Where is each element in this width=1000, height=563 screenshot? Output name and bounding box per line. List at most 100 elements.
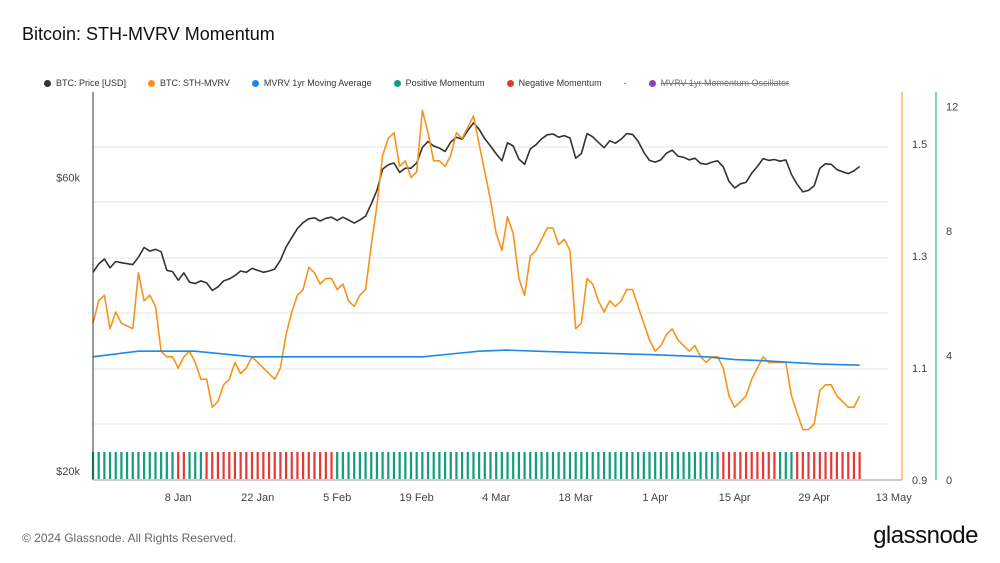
- positive-momentum-bar: [642, 452, 645, 479]
- legend-item-sth-mvrv[interactable]: BTC: STH-MVRV: [148, 78, 230, 88]
- positive-momentum-bar: [574, 452, 577, 479]
- positive-momentum-bar: [432, 452, 435, 479]
- x-tick-label: 4 Mar: [482, 492, 510, 504]
- negative-momentum-bar: [756, 452, 759, 479]
- positive-momentum-bar: [580, 452, 583, 479]
- positive-momentum-bar: [171, 452, 174, 479]
- oscillator-tick-label: 12: [946, 102, 958, 114]
- chart-axes: $20k $60k 0.9 1.1 1.3 1.5 0 4 8 12 8 Jan 22 Jan 5 Fe…: [56, 92, 958, 504]
- legend-dot-sth-mvrv: [148, 79, 156, 87]
- positive-momentum-bar: [517, 452, 520, 479]
- legend-label-moving-average: MVRV 1yr Moving Average: [263, 78, 372, 88]
- positive-momentum-bar: [125, 452, 129, 479]
- positive-momentum-bar: [483, 452, 486, 479]
- positive-momentum-bar: [114, 452, 117, 479]
- positive-momentum-bar: [97, 452, 100, 479]
- oscillator-tick-label: 0: [946, 475, 952, 487]
- negative-momentum-bar: [801, 452, 804, 479]
- positive-momentum-bar: [557, 452, 560, 479]
- legend-label-price: BTC: Price [USD]: [56, 78, 127, 88]
- grid-lines: [93, 146, 888, 425]
- negative-momentum-bar: [313, 452, 316, 479]
- momentum-bars: [91, 452, 861, 479]
- positive-momentum-bar: [370, 452, 373, 479]
- chart-title: Bitcoin: STH-MVRV Momentum: [22, 24, 275, 44]
- negative-momentum-bar: [239, 452, 242, 479]
- positive-momentum-bar: [710, 452, 714, 479]
- positive-momentum-bar: [551, 452, 555, 479]
- mvrv-tick-label: 1.5: [912, 139, 927, 151]
- negative-momentum-bar: [761, 452, 765, 479]
- positive-momentum-bar: [659, 452, 662, 479]
- negative-momentum-bar: [722, 452, 725, 479]
- negative-momentum-bar: [267, 452, 271, 479]
- negative-momentum-bar: [256, 452, 259, 479]
- positive-momentum-bar: [614, 452, 617, 479]
- negative-momentum-bar: [824, 452, 827, 479]
- negative-momentum-bar: [273, 452, 276, 479]
- positive-momentum-bar: [160, 452, 163, 479]
- legend-label-negative-momentum: Negative Momentum: [518, 78, 602, 88]
- negative-momentum-bar: [744, 452, 748, 479]
- positive-momentum-bar: [682, 452, 685, 479]
- negative-momentum-bar: [211, 452, 214, 479]
- negative-momentum-bar: [818, 452, 821, 479]
- positive-momentum-bar: [165, 452, 168, 479]
- positive-momentum-bar: [591, 452, 594, 479]
- positive-momentum-bar: [540, 452, 543, 479]
- legend-dot-price: [44, 79, 51, 87]
- negative-momentum-bar: [807, 452, 810, 479]
- legend-item-price[interactable]: BTC: Price [USD]: [44, 78, 126, 88]
- mvrv-tick-label: 0.9: [912, 475, 927, 487]
- positive-momentum-bar: [546, 452, 549, 479]
- legend-dot-moving-average: [251, 79, 259, 87]
- negative-momentum-bar: [733, 452, 736, 479]
- positive-momentum-bar: [529, 452, 532, 479]
- negative-momentum-bar: [296, 452, 299, 479]
- legend-item-moving-average[interactable]: MVRV 1yr Moving Average: [251, 78, 372, 88]
- positive-momentum-bar: [143, 452, 146, 479]
- negative-momentum-bar: [830, 452, 833, 479]
- positive-momentum-bar: [790, 452, 793, 479]
- negative-momentum-bar: [307, 452, 310, 479]
- positive-momentum-bar: [466, 452, 469, 479]
- positive-momentum-bar: [404, 452, 407, 479]
- positive-momentum-bar: [347, 452, 350, 479]
- positive-momentum-bar: [426, 452, 430, 479]
- positive-momentum-bar: [398, 452, 401, 479]
- legend-item-positive-momentum[interactable]: Positive Momentum: [393, 78, 485, 88]
- positive-momentum-bar: [625, 452, 628, 479]
- positive-momentum-bar: [194, 452, 197, 479]
- legend-label-sth-mvrv: BTC: STH-MVRV: [160, 78, 230, 88]
- positive-momentum-bar: [120, 452, 123, 479]
- negative-momentum-bar: [750, 452, 753, 479]
- sth-mvrv-line: [92, 109, 861, 431]
- negative-momentum-bar: [727, 452, 731, 479]
- positive-momentum-bar: [478, 452, 481, 479]
- positive-momentum-bar: [137, 452, 140, 479]
- positive-momentum-bar: [631, 452, 634, 479]
- positive-momentum-bar: [341, 452, 344, 479]
- positive-momentum-bar: [148, 452, 151, 479]
- x-tick-label: 19 Feb: [400, 492, 434, 504]
- positive-momentum-bar: [199, 452, 202, 479]
- positive-momentum-bar: [443, 452, 447, 479]
- negative-momentum-bar: [852, 452, 856, 479]
- negative-momentum-bar: [302, 452, 305, 479]
- positive-momentum-bar: [671, 452, 674, 479]
- copyright-footer: © 2024 Glassnode. All Rights Reserved.: [22, 531, 237, 545]
- positive-momentum-bar: [568, 452, 572, 479]
- legend-label-positive-momentum: Positive Momentum: [405, 78, 485, 88]
- positive-momentum-bar: [608, 452, 611, 479]
- legend-item-negative-momentum[interactable]: Negative Momentum: [506, 78, 602, 88]
- oscillator-tick-label: 4: [946, 351, 952, 363]
- positive-momentum-bar: [472, 452, 475, 479]
- positive-momentum-bar: [784, 452, 787, 479]
- legend-separator: -: [623, 78, 627, 88]
- x-tick-label: 15 Apr: [719, 492, 751, 504]
- positive-momentum-bar: [648, 452, 651, 479]
- x-tick-label: 8 Jan: [165, 492, 192, 504]
- legend-item-oscillator[interactable]: MVRV 1yr Momentum Oscillator: [648, 78, 789, 88]
- positive-momentum-bar: [489, 452, 492, 479]
